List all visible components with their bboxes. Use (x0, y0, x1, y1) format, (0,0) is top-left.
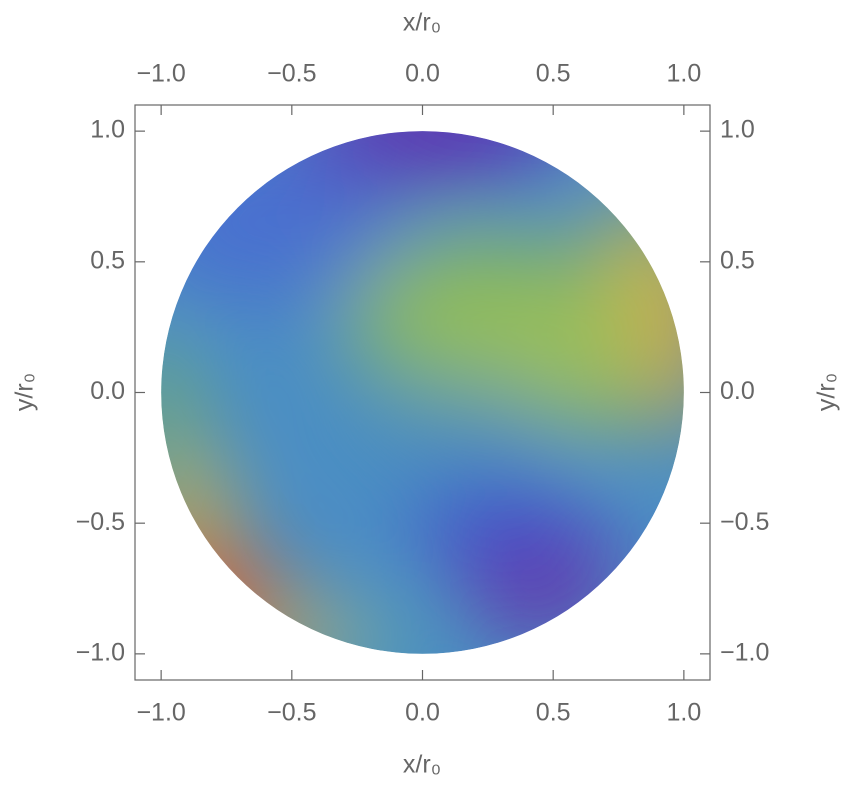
x-axis-label: x/r₀ (403, 751, 441, 779)
y-tick-label-right: 0.5 (720, 246, 755, 274)
y-tick-label: −0.5 (76, 508, 125, 536)
y-tick-label: 0.0 (90, 377, 125, 405)
density-blob (605, 196, 684, 328)
density-blob (344, 387, 554, 450)
y-axis-label: y/r₀ (11, 373, 39, 411)
x-tick-label: −1.0 (136, 699, 185, 727)
y-tick-label: −1.0 (76, 638, 125, 666)
density-blob (213, 596, 318, 654)
x-tick-label: 0.0 (405, 699, 440, 727)
density-blob (351, 614, 415, 654)
density-blob (357, 131, 488, 147)
density-blob (161, 544, 266, 649)
x-tick-label: −0.5 (267, 699, 316, 727)
density-blob (409, 483, 593, 563)
plot-area (161, 131, 684, 654)
density-blob (291, 131, 580, 184)
x-tick-label: 0.5 (536, 699, 571, 727)
y-tick-label-right: 1.0 (720, 116, 755, 144)
x-axis-label-top: x/r₀ (403, 9, 441, 37)
y-tick-label: 0.5 (90, 246, 125, 274)
y-axis-label-right: y/r₀ (813, 373, 841, 411)
density-blob (278, 614, 358, 654)
x-tick-label-top: 0.5 (536, 60, 571, 88)
density-field (161, 131, 684, 654)
y-tick-label-right: −1.0 (720, 638, 769, 666)
x-tick-label: 1.0 (666, 699, 701, 727)
x-tick-label-top: 1.0 (666, 60, 701, 88)
x-tick-label-top: 0.0 (405, 60, 440, 88)
x-tick-label-top: −1.0 (136, 60, 185, 88)
y-tick-label-right: −0.5 (720, 508, 769, 536)
y-tick-label-right: 0.0 (720, 377, 755, 405)
x-tick-label-top: −0.5 (267, 60, 316, 88)
density-blob (652, 222, 684, 432)
y-tick-label: 1.0 (90, 116, 125, 144)
